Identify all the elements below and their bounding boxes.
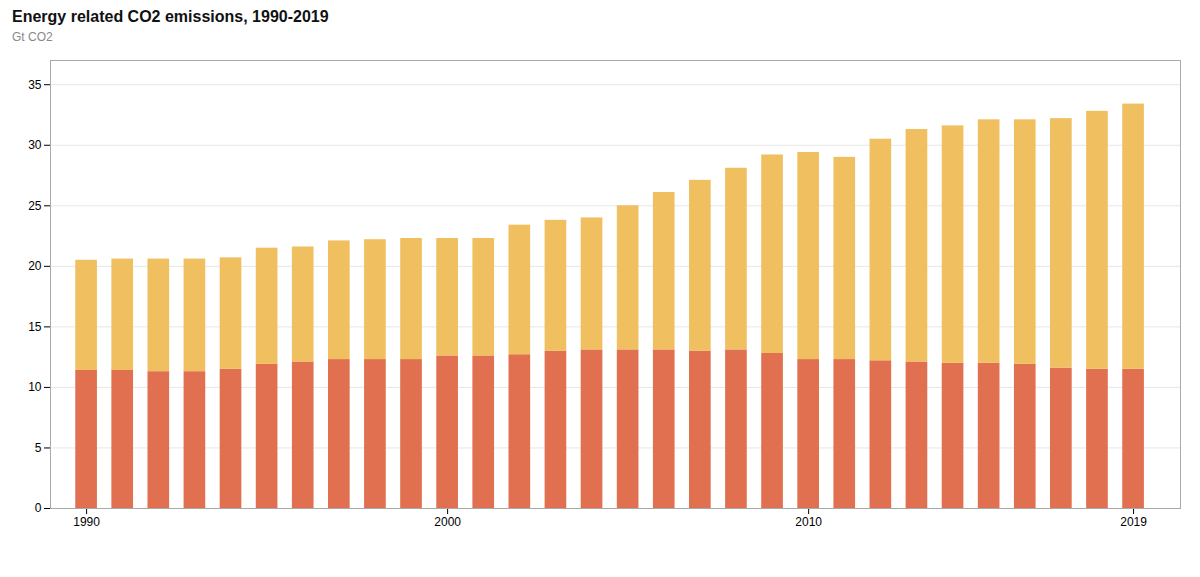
svg-text:1990: 1990 [73,515,100,529]
html-text:Gt CO2: Gt CO2 [12,30,53,44]
svg-text:0: 0 [35,501,42,515]
svg-text:2019: 2019 [1120,515,1147,529]
svg-text:2010: 2010 [795,515,822,529]
svg-text:10: 10 [28,380,42,394]
svg-text:2000: 2000 [434,515,461,529]
svg-text:25: 25 [28,199,42,213]
html-text:Energy related CO2 emissions,: Energy related CO2 emissions, 1990-2019 [12,8,329,25]
svg-text:15: 15 [28,320,42,334]
svg-text:30: 30 [28,138,42,152]
svg-text:35: 35 [28,78,42,92]
svg-text:20: 20 [28,259,42,273]
svg-text:5: 5 [35,441,42,455]
